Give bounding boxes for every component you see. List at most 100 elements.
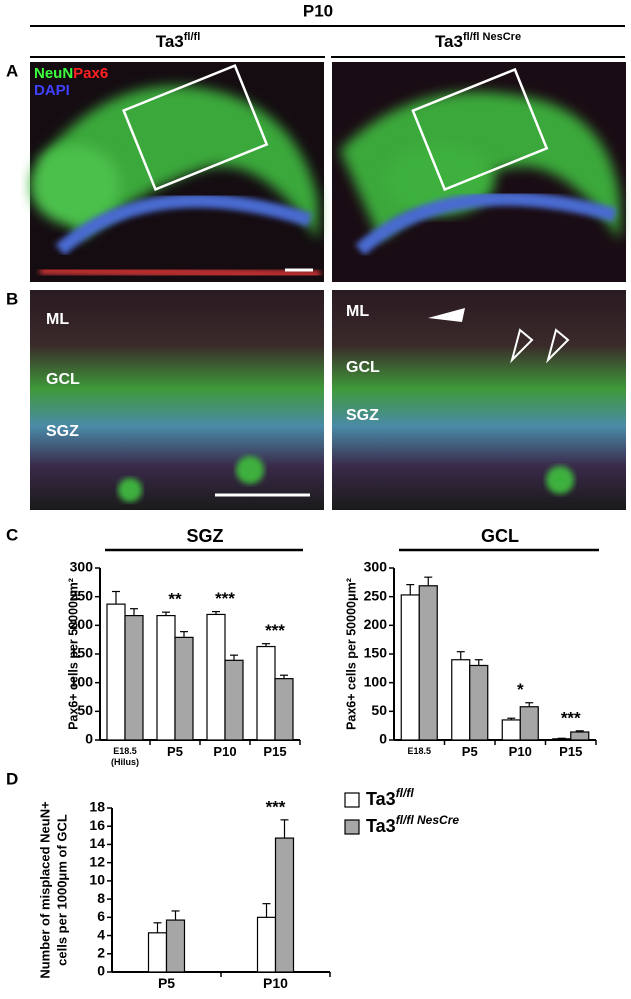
legend-entry: Ta3fl/fl NesCre [366,813,459,836]
x-tick-label-box: P5 [157,978,176,991]
bar [256,916,277,973]
y-tick-label: 300 [70,559,94,575]
x-tick-label: P5 [157,978,176,991]
y-tick-label: 12 [89,853,105,869]
stain: NeuN [34,65,73,82]
x-tick-label: P10 [263,978,288,991]
significance: *** [561,708,581,727]
bar [451,659,471,741]
y-tick-label: 250 [364,587,388,603]
panel-label: C [6,525,18,544]
panel-label: A [6,61,18,80]
legend-sup: fl/fl NesCre [396,813,460,827]
chart-title: GCL [481,526,519,546]
legend-text: Ta3 [366,789,396,809]
x-tick-label-box: P10 [213,746,237,759]
bar [469,664,489,741]
y-tick-label: 0 [379,731,387,747]
y-tick-label: 14 [89,835,105,851]
y-tick-label: 250 [70,587,94,603]
layer-label: SGZ [46,423,79,440]
micrograph [332,290,626,510]
y-tick-label: 150 [70,645,94,661]
bar [124,614,144,741]
bar [206,613,226,741]
bar [174,636,194,741]
y-tick-label: 2 [97,944,105,960]
x-tick-label: E18.5 (Hilus) [111,746,139,767]
y-tick-label: 16 [89,817,105,833]
legend-swatch [344,792,360,808]
column-header: Ta3fl/fl [156,31,201,52]
y-tick-label: 200 [364,616,388,632]
x-tick-label-box: P15 [559,746,582,758]
y-tick-label: 300 [364,559,388,575]
header-sup: fl/fl NesCre [463,31,521,43]
significance: *** [265,621,285,640]
layer-label: SGZ [346,407,379,424]
y-tick-label: 10 [89,872,105,888]
y-tick-label: 50 [77,702,93,718]
header-sup: fl/fl [184,31,201,43]
y-tick-label: 50 [371,702,387,718]
header-text: Ta3 [435,32,463,51]
x-tick-label: P5 [461,746,478,759]
bar [147,932,168,973]
bar [165,919,186,973]
bar [418,585,438,741]
x-tick-label: P5 [167,746,183,759]
y-tick-label: 4 [97,926,105,942]
bar [224,659,244,741]
micrograph [30,62,324,282]
y-tick-label: 6 [97,908,105,924]
bar [274,678,294,741]
panel-label: D [6,769,18,788]
panel-label: B [6,289,18,308]
significance: ** [168,590,182,609]
y-axis-label: cells per 1000μm of GCL [54,814,69,966]
bar [156,614,176,741]
column-header: Ta3fl/fl NesCre [435,31,521,52]
y-axis-label: Pax6+ cells per 50000μm² [344,578,358,730]
legend-swatch [344,819,360,835]
x-tick-label-box: E18.5 [407,746,432,756]
x-tick-label: P10 [213,746,237,759]
y-tick-label: 0 [97,963,105,979]
stain-label: NeuNPax6 [34,65,108,82]
stain: Pax6 [73,65,108,82]
y-tick-label: 100 [70,673,94,689]
y-axis-label: Pax6+ cells per 50000μm² [66,578,80,730]
y-tick-label: 100 [364,673,388,689]
y-tick-label: 0 [85,731,93,747]
y-tick-label: 150 [364,645,388,661]
y-axis-label: Number of misplaced NeuN+ [37,801,52,979]
layer-label: GCL [346,359,380,376]
legend-entry: Ta3fl/fl [366,786,414,809]
stain: DAPI [34,82,70,99]
significance: *** [266,797,286,816]
significance: *** [215,589,235,608]
x-tick-label-box: P10 [508,746,532,759]
y-tick-label: 8 [97,890,105,906]
legend-text: Ta3 [366,816,396,836]
figure-title: P10 [303,1,333,20]
bar [106,603,126,741]
significance: * [517,680,524,699]
bar [256,645,276,741]
micrograph [332,62,626,282]
x-tick-label: P15 [263,746,287,759]
bar [552,738,572,741]
x-tick-label-box: P15 [263,746,287,759]
layer-label: ML [346,303,369,320]
layer-label: ML [46,311,69,328]
x-tick-label-box: P10 [263,978,288,991]
bar [274,837,295,973]
header-text: Ta3 [156,32,184,51]
bar [570,731,590,741]
x-tick-label-box: E18.5 (Hilus) [111,746,139,767]
x-tick-label: E18.5 [407,746,432,756]
x-tick-label: P10 [508,746,532,759]
layer-label: GCL [46,371,80,388]
bar [501,719,521,741]
